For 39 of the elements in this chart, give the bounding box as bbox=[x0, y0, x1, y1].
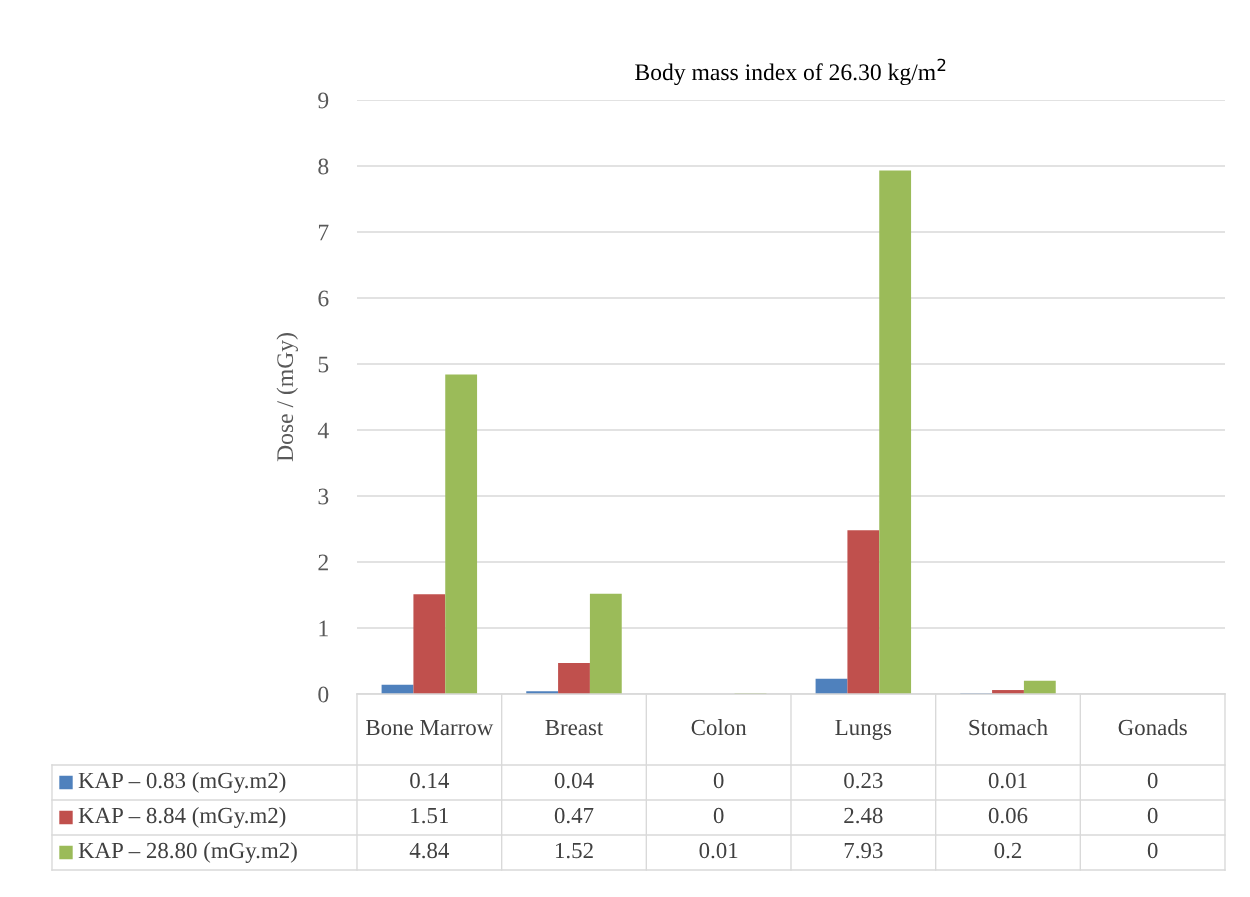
data-label: 1.51 bbox=[411, 807, 449, 824]
x-tick-label: Stomach bbox=[969, 719, 1048, 736]
data-label: 0.06 bbox=[988, 807, 1028, 824]
y-tick-label: 1 bbox=[319, 620, 328, 637]
x-tick-label: Colon bbox=[691, 719, 747, 736]
y-tick-label: 4 bbox=[317, 422, 329, 439]
y-tick-label: 2 bbox=[318, 554, 328, 571]
y-tick-label: 3 bbox=[318, 488, 329, 505]
data-label: 0 bbox=[1147, 842, 1158, 859]
legend-label: KAP – 8.84 (mGy.m2) bbox=[78, 807, 286, 828]
data-label: 0.01 bbox=[988, 772, 1027, 789]
data-label: 0 bbox=[1147, 772, 1158, 789]
data-label: 0.01 bbox=[699, 842, 738, 859]
data-label: 4.84 bbox=[409, 842, 450, 859]
x-tick-label: Gonads bbox=[1118, 719, 1187, 736]
data-label: 0 bbox=[713, 807, 724, 824]
data-label: 0.2 bbox=[994, 842, 1022, 859]
x-tick-label: Bone Marrow bbox=[366, 720, 494, 736]
data-label: 1.52 bbox=[555, 842, 593, 859]
x-tick-label: Breast bbox=[545, 720, 604, 736]
x-tick-label: Lungs bbox=[835, 719, 892, 740]
data-label: 0.14 bbox=[410, 772, 450, 789]
y-tick-label: 0 bbox=[318, 686, 329, 703]
data-label: 2.48 bbox=[844, 807, 883, 824]
y-tick-label: 6 bbox=[318, 290, 329, 307]
data-label: 0 bbox=[713, 772, 724, 789]
y-axis-title: Dose / (mGy) bbox=[276, 333, 298, 462]
data-label: 0.47 bbox=[554, 807, 594, 824]
legend-label: KAP – 28.80 (mGy.m2) bbox=[78, 842, 297, 863]
y-tick-label: 7 bbox=[318, 224, 329, 241]
legend-label: KAP – 0.83 (mGy.m2) bbox=[78, 772, 286, 793]
y-tick-label: 5 bbox=[318, 356, 329, 373]
chart-title: Body mass index of 26.30 kg/m$^{2}$ bbox=[635, 58, 946, 86]
data-label: 0.23 bbox=[844, 772, 883, 789]
y-tick-label: 9 bbox=[318, 92, 329, 109]
data-label: 0.04 bbox=[554, 772, 594, 789]
data-label: 0 bbox=[1147, 807, 1158, 824]
y-tick-label: 8 bbox=[318, 158, 329, 175]
data-label: 7.93 bbox=[844, 842, 883, 859]
